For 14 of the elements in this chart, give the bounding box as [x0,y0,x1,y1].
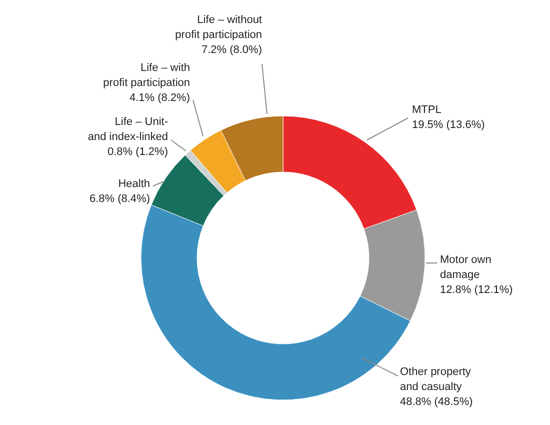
slice-label: Life – without profit participation [175,14,262,41]
slice-label: Life – with profit participation [103,62,190,89]
data-label: 12.8% (12.1%) [440,284,513,296]
slice-label: Life – Unit- and index-linked [88,116,168,143]
data-label: 7.2% (8.0%) [201,44,262,56]
slice-label: Other property and casualty [400,366,472,393]
data-label: 4.1% (8.2%) [129,92,190,104]
data-label: 0.8% (1.2%) [107,146,168,158]
slice-label: MTPL [412,104,442,116]
data-label: 48.8% (48.5%) [400,396,473,408]
data-label: 6.8% (8.4%) [89,193,150,205]
slice-label: Motor own damage [440,254,492,281]
data-label: 19.5% (13.6%) [412,119,485,131]
slice-label: Health [118,178,150,190]
